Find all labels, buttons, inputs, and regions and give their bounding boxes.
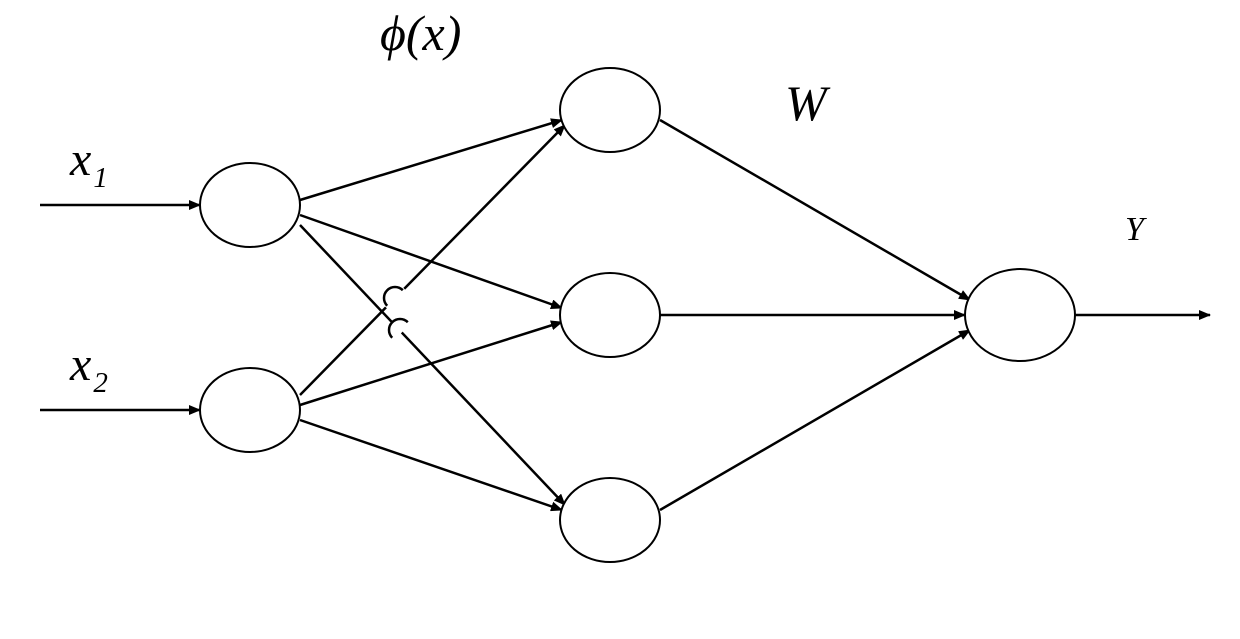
neural-network-diagram: x1 x2 ϕ(x) W Y: [0, 0, 1240, 639]
label-phi: ϕ(x): [380, 5, 461, 61]
node-h3: [560, 478, 660, 562]
node-out: [965, 269, 1075, 361]
edge: [300, 420, 562, 510]
label-W: W: [785, 75, 831, 131]
node-h2: [560, 273, 660, 357]
node-h1: [560, 68, 660, 152]
edge: [300, 225, 565, 505]
crossing-hop: [378, 281, 406, 309]
label-x2: x2: [69, 338, 108, 399]
node-in1: [200, 163, 300, 247]
edge: [300, 120, 562, 200]
edge: [300, 125, 565, 395]
edge: [300, 322, 562, 405]
label-Y: Y: [1125, 211, 1147, 248]
label-x1: x1: [69, 133, 108, 194]
edge: [660, 120, 970, 300]
node-in2: [200, 368, 300, 452]
edge: [660, 330, 970, 510]
